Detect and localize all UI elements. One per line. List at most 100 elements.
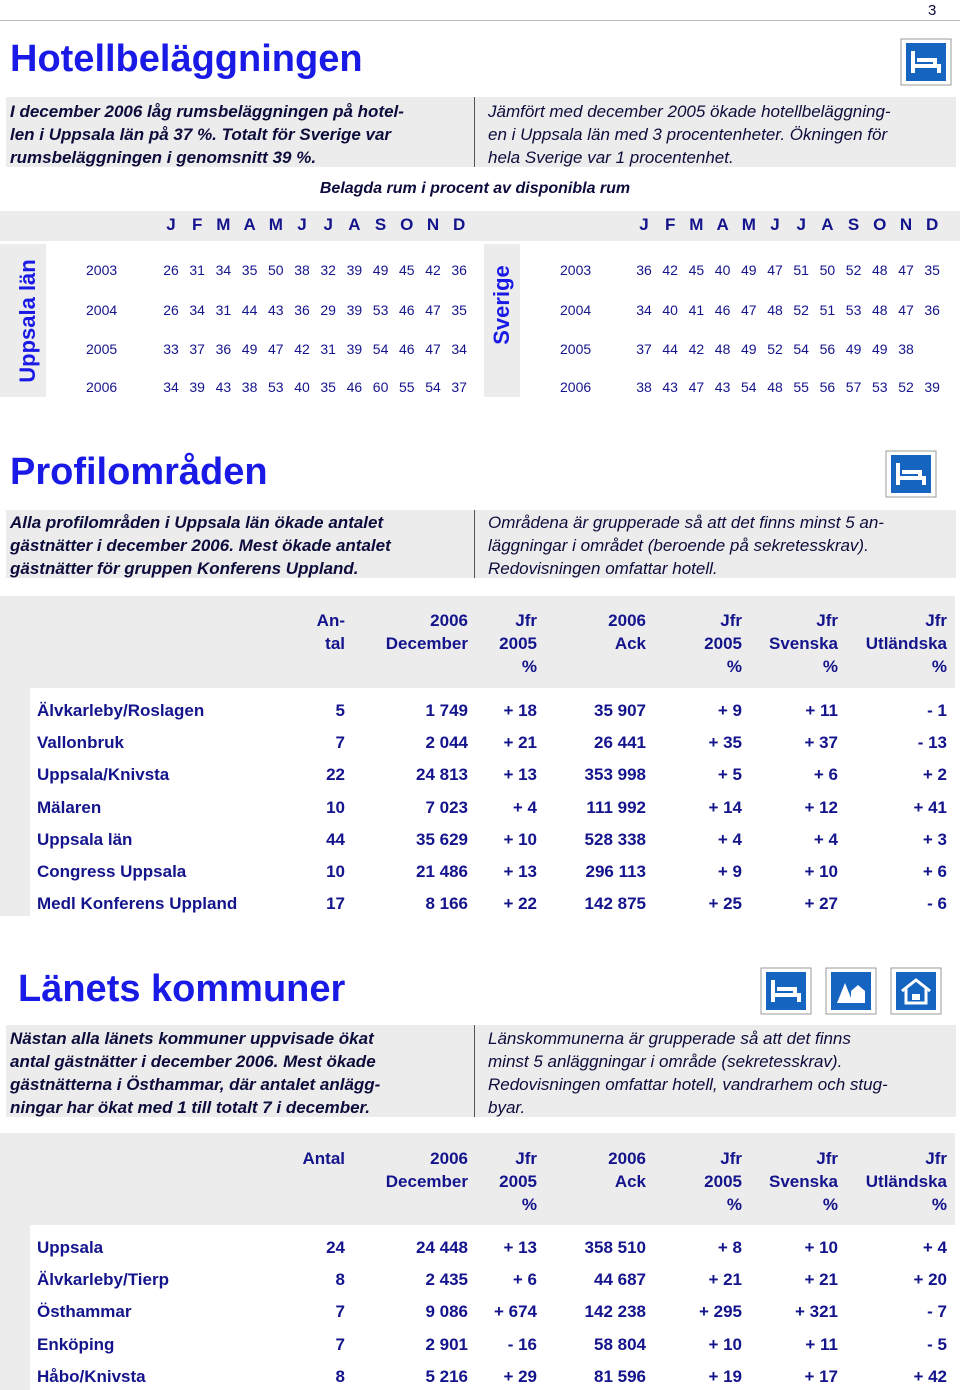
occupancy-value: 47 <box>268 341 284 357</box>
cell: 2 901 <box>425 1334 468 1354</box>
cell: + 21 <box>503 733 537 753</box>
cell: + 14 <box>708 797 742 817</box>
table-head-2 <box>0 1133 955 1225</box>
occupancy-value: 56 <box>819 379 836 395</box>
occupancy-value: 26 <box>163 262 179 278</box>
group-label: Sverige <box>489 265 514 345</box>
column-header: Ack <box>614 1172 646 1191</box>
occupancy-value: 51 <box>819 302 836 318</box>
cell: 528 338 <box>584 829 646 849</box>
cell: 111 992 <box>586 797 646 817</box>
intro-text: I december 2006 låg rumsbeläggningen på … <box>10 102 404 121</box>
cell: + 22 <box>503 894 537 914</box>
month: J <box>297 215 307 234</box>
cell: + 9 <box>717 862 742 881</box>
row-name: Vallonbruk <box>37 733 124 753</box>
column-header: December <box>385 634 468 653</box>
hotel-icon <box>885 450 937 498</box>
cell: 24 448 <box>416 1238 468 1257</box>
occupancy-value: 55 <box>399 379 415 395</box>
cell: 7 <box>335 1302 345 1322</box>
cabin-icon <box>890 967 942 1015</box>
occupancy-value: 35 <box>320 379 336 395</box>
occupancy-value: 50 <box>819 262 836 278</box>
intro-text: gästnätterna i Östhammar, där antalet an… <box>10 1075 381 1094</box>
occupancy-value: 43 <box>662 379 678 395</box>
occupancy-value: 49 <box>872 341 888 357</box>
cell: + 25 <box>708 894 742 914</box>
occupancy-value: 48 <box>767 379 783 395</box>
column-header: Utländska <box>865 1172 947 1191</box>
occupancy-value: 31 <box>320 341 336 357</box>
occupancy-value: 44 <box>662 341 678 357</box>
row-name: Älvkarleby/Tierp <box>37 1270 169 1290</box>
occupancy-value: 53 <box>268 379 284 395</box>
month: D <box>926 215 939 234</box>
occupancy-value: 42 <box>688 341 705 357</box>
occupancy-value: 48 <box>872 302 888 318</box>
cell: + 29 <box>503 1366 537 1386</box>
occupancy-value: 31 <box>189 262 205 278</box>
cell: 21 486 <box>416 862 468 881</box>
occupancy-value: 52 <box>767 341 783 357</box>
cell: 35 907 <box>594 701 646 720</box>
row-name: Älvkarleby/Roslagen <box>37 701 205 720</box>
cell: + 13 <box>503 862 537 881</box>
occupancy-value: 52 <box>898 379 914 395</box>
month: J <box>639 215 649 234</box>
cell: + 19 <box>708 1366 742 1386</box>
cell: 358 510 <box>584 1238 646 1257</box>
month: M <box>216 215 231 234</box>
cell: + 5 <box>717 765 742 785</box>
occupancy-value: 47 <box>767 262 783 278</box>
occupancy-value: 49 <box>372 262 389 278</box>
intro-text: Nästan alla länets kommuner uppvisade ök… <box>10 1029 374 1048</box>
hotel-icon <box>760 967 812 1015</box>
occupancy-value: 41 <box>688 302 705 318</box>
intro-text: ningar har ökat med 1 till totalt 7 i de… <box>10 1098 370 1117</box>
occupancy-value: 55 <box>793 379 809 395</box>
occupancy-value: 36 <box>451 262 467 278</box>
cell: + 4 <box>922 1238 947 1257</box>
table-strip-2 <box>0 1225 30 1390</box>
column-header: 2005 <box>704 634 742 653</box>
cell: 17 <box>326 894 345 914</box>
occupancy-value: 40 <box>662 302 678 318</box>
cell: + 6 <box>813 765 838 785</box>
occupancy-value: 29 <box>320 302 336 318</box>
cell: 5 216 <box>425 1366 468 1386</box>
occupancy-value: 42 <box>425 262 441 278</box>
cell: 8 <box>335 1270 345 1290</box>
cell: + 295 <box>698 1302 742 1322</box>
intro-text: minst 5 anläggningar i område (sekretess… <box>488 1052 843 1071</box>
caption: Belagda rum i procent av disponibla rum <box>319 180 631 197</box>
occupancy-value: 47 <box>425 341 441 357</box>
cell: 9 086 <box>425 1302 468 1322</box>
cell: + 35 <box>708 733 742 753</box>
text-band-3 <box>6 1025 956 1117</box>
column-header: Antal <box>302 1149 346 1168</box>
occupancy-value: 42 <box>662 262 678 278</box>
row-name: Uppsala/Knivsta <box>37 765 170 785</box>
cell: + 6 <box>922 862 947 881</box>
occupancy-value: 45 <box>688 262 705 278</box>
cell: + 674 <box>493 1302 537 1322</box>
cell: + 4 <box>717 829 742 849</box>
cell: 35 629 <box>416 829 468 849</box>
occupancy-value: 33 <box>163 341 179 357</box>
occupancy-value: 36 <box>924 302 940 318</box>
sverige-strip <box>484 244 520 397</box>
cell: + 11 <box>805 701 838 720</box>
occupancy-value: 32 <box>320 262 336 278</box>
cell: 22 <box>326 765 345 785</box>
month: J <box>770 215 780 234</box>
occupancy-value: 50 <box>268 262 284 278</box>
cell: + 12 <box>804 797 838 817</box>
intro-text: byar. <box>488 1098 526 1117</box>
occupancy-value: 38 <box>898 341 914 357</box>
cell: - 13 <box>917 733 947 753</box>
months-band <box>0 211 960 241</box>
year: 2006 <box>560 379 592 395</box>
column-header: Jfr <box>515 1149 537 1168</box>
column-header: 2005 <box>499 634 537 653</box>
